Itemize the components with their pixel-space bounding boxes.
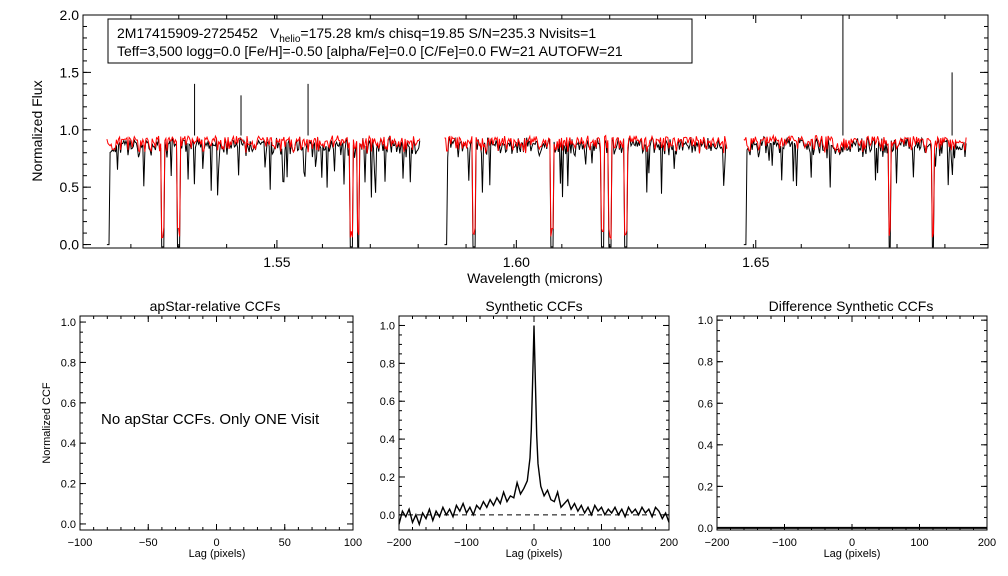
- header-line-2: Teff=3,500 logg=0.0 [Fe/H]=-0.50 [alpha/…: [117, 43, 623, 59]
- apstar-ccf-ytick-label: 1.0: [61, 317, 76, 329]
- apstar-ccf-xlabel: Lag (pixels): [189, 548, 246, 560]
- apstar-ccf-ytick-label: 0.4: [61, 438, 76, 450]
- spectrum-xtick-label: 1.60: [503, 254, 530, 270]
- header-v-subscript: helio: [279, 34, 301, 45]
- header-v-rest: =175.28 km/s chisq=19.85 S/N=235.3 Nvisi…: [300, 25, 596, 41]
- synthetic-ccf-xtick-label: −100: [454, 537, 479, 549]
- apstar-ccf-ytick-label: 0.6: [61, 398, 76, 410]
- apstar-ccf-ytick-label: 0.0: [61, 519, 76, 531]
- header-v-symbol: V: [270, 25, 280, 41]
- spectrum-xlabel: Wavelength (microns): [467, 270, 603, 286]
- synthetic-ccf-title: Synthetic CCFs: [485, 298, 582, 314]
- synthetic-ccf-xtick-label: 0: [531, 537, 537, 549]
- synthetic-ccf-xtick-label: 200: [660, 537, 678, 549]
- spectrum-panel: 1.55 1.60 1.65 0.0 0.5 1.0 1.5 2.0 2M17415909-2…: [29, 7, 989, 286]
- header-star-id: 2M17415909-2725452: [117, 25, 258, 41]
- spectrum-ytick-label: 0.0: [60, 237, 80, 253]
- spectrum-observed-line: [106, 135, 967, 248]
- synthetic-ccf-ytick-label: 1.0: [380, 320, 395, 332]
- synthetic-ccf-ytick-label: 0.6: [380, 396, 395, 408]
- synthetic-ccf-ytick-label: 0.4: [380, 434, 395, 446]
- header-box: [107, 18, 693, 64]
- spectrum-ytick-label: 2.0: [60, 7, 80, 23]
- difference-ccf-xtick-label: 0: [849, 537, 855, 549]
- apstar-ccf-ytick-label: 0.2: [61, 479, 76, 491]
- spectrum-synthetic-line: [106, 133, 967, 240]
- difference-ccf-axes: −200 −100 0 100 200 0.0 0.2 0.4 0.6 0.8 1.0: [698, 315, 996, 549]
- synthetic-ccf-xlabel: Lag (pixels): [506, 548, 563, 560]
- synthetic-ccf-line: [398, 325, 670, 527]
- synthetic-ccf-ytick-label: 0.0: [380, 510, 395, 522]
- difference-ccf-xtick-label: 200: [978, 537, 996, 549]
- apstar-ccf-xtick-label: −50: [139, 537, 158, 549]
- apstar-ccf-panel: apStar-relative CCFs −100 −50 0 50 100 0.0 0.2…: [41, 298, 362, 560]
- difference-ccf-ytick-label: 0.6: [698, 398, 713, 410]
- apstar-ccf-axes: −100 −50 0 50 100 0.0 0.2 0.4 0.6 0.8 1.0: [61, 316, 362, 549]
- difference-ccf-xtick-label: −200: [705, 537, 730, 549]
- spectrum-ylabel: Normalized Flux: [29, 80, 45, 181]
- difference-ccf-ytick-label: 0.4: [698, 440, 713, 452]
- difference-ccf-ytick-label: 0.0: [698, 523, 713, 535]
- synthetic-ccf-xtick-label: −200: [387, 537, 412, 549]
- difference-ccf-xtick-label: −100: [772, 537, 797, 549]
- synthetic-ccf-panel: Synthetic CCFs −200 −100 0 100 200 0.0 0.2 0.4 0…: [380, 298, 678, 560]
- spectrum-ytick-label: 1.0: [60, 122, 80, 138]
- synthetic-ccf-ytick-label: 0.2: [380, 472, 395, 484]
- difference-ccf-xtick-label: 100: [910, 537, 928, 549]
- apstar-ccf-xtick-label: 50: [279, 537, 291, 549]
- apstar-ccf-ytick-label: 0.8: [61, 357, 76, 369]
- apstar-ccf-xtick-label: 0: [213, 537, 219, 549]
- spectrum-ytick-label: 1.5: [60, 64, 80, 80]
- synthetic-ccf-ytick-label: 0.8: [380, 358, 395, 370]
- difference-ccf-ytick-label: 0.2: [698, 481, 713, 493]
- difference-ccf-title: Difference Synthetic CCFs: [769, 298, 934, 314]
- spectrum-frame: [82, 14, 989, 249]
- spectrum-ytick-label: 0.5: [60, 179, 80, 195]
- difference-ccf-xlabel: Lag (pixels): [824, 548, 881, 560]
- header-line-1: 2M17415909-2725452 Vhelio=175.28 km/s chi…: [117, 25, 596, 45]
- difference-ccf-ytick-label: 1.0: [698, 315, 713, 327]
- difference-ccf-panel: Difference Synthetic CCFs −200 −100 0 100 20…: [698, 298, 996, 560]
- difference-ccf-frame: [716, 315, 988, 531]
- apstar-ccf-xtick-label: −100: [68, 537, 93, 549]
- spectrum-xtick-label: 1.55: [263, 254, 290, 270]
- apstar-ccf-xtick-label: 100: [344, 537, 362, 549]
- apstar-ccf-message: No apStar CCFs. Only ONE Visit: [101, 411, 320, 428]
- apstar-ccf-title: apStar-relative CCFs: [150, 298, 281, 314]
- apstar-ccf-ylabel: Normalized CCF: [41, 382, 53, 464]
- spectrum-xtick-label: 1.65: [742, 254, 769, 270]
- difference-ccf-ytick-label: 0.8: [698, 357, 713, 369]
- spectrum-axes: 1.55 1.60 1.65 0.0 0.5 1.0 1.5 2.0: [60, 7, 988, 270]
- synthetic-ccf-xtick-label: 100: [592, 537, 610, 549]
- synthetic-ccf-lines: [398, 325, 670, 527]
- synthetic-ccf-axes: −200 −100 0 100 200 0.0 0.2 0.4 0.6 0.8 1.0: [380, 316, 678, 549]
- spectrum-lines: [106, 15, 967, 248]
